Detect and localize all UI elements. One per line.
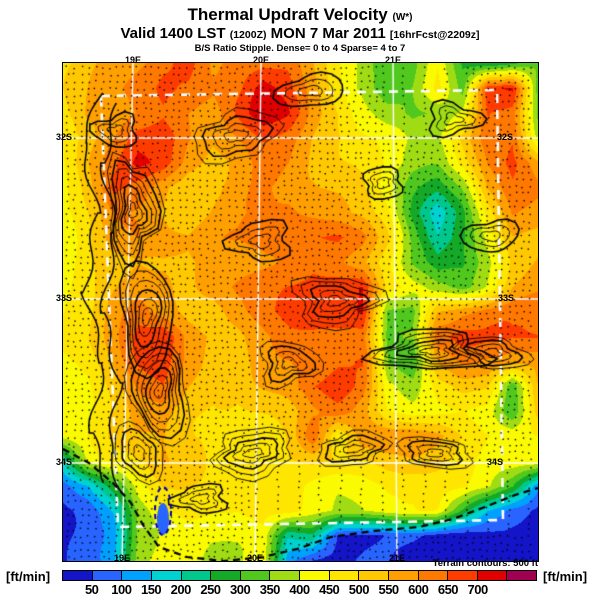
forecast-init-note: [16hrFcst@2209z] (389, 29, 480, 41)
colorbar (62, 570, 537, 581)
colorbar-segment (92, 571, 123, 580)
title-text: Thermal Updraft Velocity (187, 5, 388, 24)
valid-time: Valid 1400 LST (120, 25, 226, 42)
colorbar-segment (240, 571, 271, 580)
colorbar-segment (270, 571, 300, 580)
valid-time-line: Valid 1400 LST (1200Z) MON 7 Mar 2011 [1… (0, 25, 600, 42)
colorbar-tick-label: 150 (140, 582, 162, 597)
valid-date: MON 7 Mar 2011 (270, 25, 386, 42)
thermal-map-canvas (63, 63, 538, 561)
map-axis-label: 34S (487, 457, 504, 467)
colorbar-segment (418, 571, 449, 580)
map-axis-label: 20E (246, 553, 264, 563)
colorbar-segment (507, 571, 536, 580)
colorbar-tick-label: 300 (230, 582, 251, 597)
colorbar-segment (151, 571, 182, 580)
colorbar-tick-label: 100 (111, 582, 132, 597)
colorbar-segment (359, 571, 389, 580)
map-axis-label: 34S (56, 457, 73, 467)
map-axis-label: 20E (252, 55, 270, 65)
colorbar-segment (211, 571, 241, 580)
map-axis-label: 21E (384, 55, 402, 65)
map-area: 19E 19E 20E 20E 21E 21E 32S 32S 33S 33S 34S 34S (56, 55, 539, 563)
colorbar-segment (477, 571, 508, 580)
colorbar-tick-label: 250 (200, 582, 221, 597)
colorbar-tick-label: 500 (348, 582, 370, 597)
colorbar-segment (63, 571, 93, 580)
map-axis-label: 33S (498, 293, 515, 303)
page-title: Thermal Updraft Velocity (W*) (0, 5, 600, 25)
colorbar-tick-label: 700 (467, 582, 489, 597)
colorbar-segment (181, 571, 212, 580)
colorbar-segment (448, 571, 478, 580)
colorbar-segment (388, 571, 419, 580)
colorbar-tick-label: 600 (408, 582, 429, 597)
colorbar-tick-label: 650 (437, 582, 459, 597)
map-axis-label: 21E (388, 553, 406, 563)
map-axis-label: 32S (497, 132, 514, 142)
colorbar-tick-label: 50 (84, 582, 99, 597)
colorbar-tick-label: 350 (259, 582, 281, 597)
zulu-time: (1200Z) (229, 29, 267, 41)
colorbar-unit-label-left: [ft/min] (6, 569, 51, 584)
colorbar-segment (122, 571, 152, 580)
title-units-note: (W*) (392, 12, 413, 23)
colorbar-tick-label: 450 (319, 582, 340, 597)
map-axis-label: 19E (124, 55, 142, 65)
map-axis-label: 32S (56, 132, 73, 142)
colorbar-tick-label: 200 (170, 582, 192, 597)
map-axis-label: 19E (113, 553, 131, 563)
terrain-contour-note: Terrain contours: 500 ft (432, 558, 538, 569)
colorbar-tick-label: 550 (378, 582, 399, 597)
map-axis-label: 33S (56, 293, 73, 303)
colorbar-segment (329, 571, 360, 580)
colorbar-segment (300, 571, 330, 580)
colorbar-unit-label-right: [ft/min] (543, 569, 588, 584)
stipple-note: B/S Ratio Stipple. Dense= 0 to 4 Sparse=… (194, 43, 406, 54)
colorbar-tick-label: 400 (289, 582, 310, 597)
